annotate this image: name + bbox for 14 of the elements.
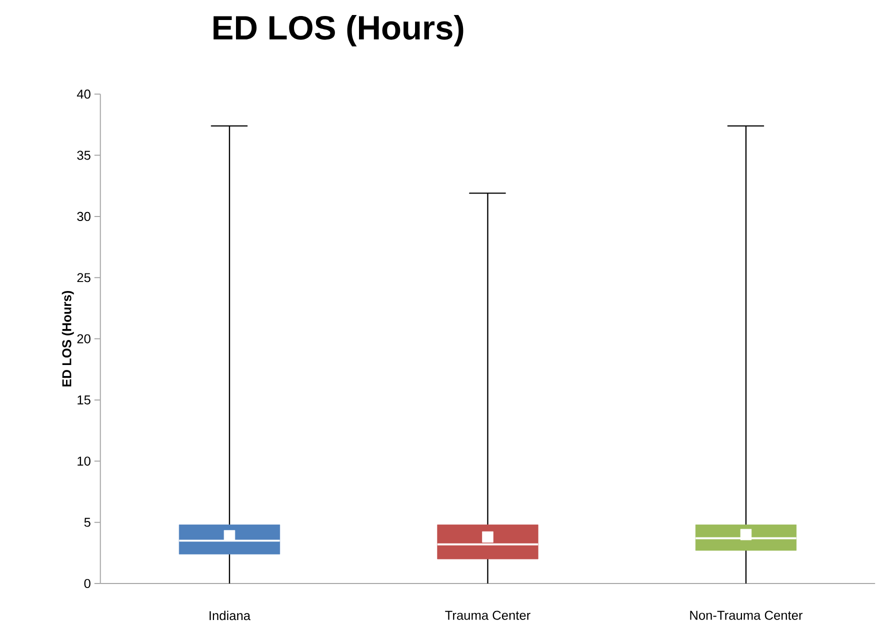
y-tick-label: 0 xyxy=(84,578,90,588)
y-tick-label: 10 xyxy=(78,456,90,466)
y-axis-title: ED LOS (Hours) xyxy=(62,290,74,386)
chart-title: ED LOS (Hours) xyxy=(214,15,464,46)
x-tick-label: Indiana xyxy=(210,610,251,620)
y-tick-label: 20 xyxy=(77,334,90,344)
y-tick-label: 15 xyxy=(78,395,90,404)
x-tick-label: Trauma Center xyxy=(445,610,530,620)
y-tick-label: 35 xyxy=(77,150,90,160)
y-tick-label: 5 xyxy=(84,518,90,527)
y-tick-label: 30 xyxy=(77,212,90,221)
y-tick-label: 25 xyxy=(77,273,90,282)
y-tick-label: 40 xyxy=(76,90,90,99)
x-tick-label: Non-Trauma Center xyxy=(690,610,803,620)
